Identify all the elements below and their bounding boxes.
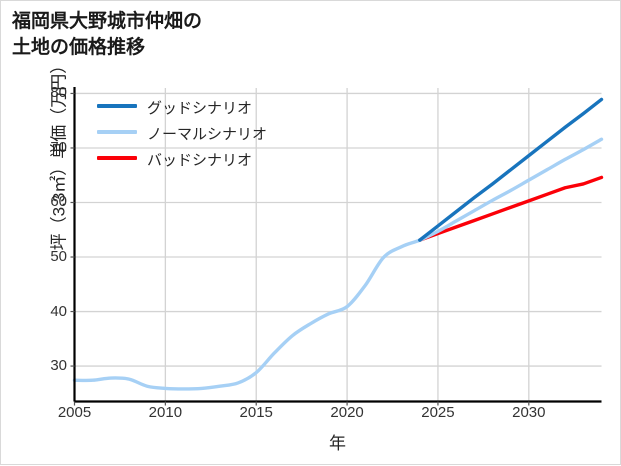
chart-title: 福岡県大野城市仲畑の 土地の価格推移 [12,11,203,58]
x-tick-label: 2020 [330,404,364,421]
y-tick-label: 30 [50,357,67,375]
series-line [418,175,604,242]
y-tick-label: 80 [50,84,67,102]
y-tick-label: 70 [50,138,67,156]
series-line [418,97,604,242]
y-tick-label: 40 [50,302,67,320]
legend-label: バッドシナリオ [147,152,253,169]
legend-color-swatch [97,156,137,160]
x-axis-label: 年 [329,434,346,453]
y-axis-label: 坪（3.3㎡）単価（万円） [49,56,69,251]
legend-color-swatch [97,104,137,108]
axis-lines [73,87,602,403]
x-tick-label: 2005 [57,404,92,421]
tick-marks [70,92,530,406]
y-tick-label: 50 [50,248,67,266]
y-tick-label: 60 [50,193,67,211]
x-tick-label: 2025 [421,404,455,421]
x-tick-label: 2030 [512,404,546,421]
x-tick-label: 2015 [239,404,273,421]
legend-label: グッドシナリオ [147,100,253,117]
legend-color-swatch [97,130,137,134]
x-tick-label: 2010 [148,404,183,421]
series-line [72,137,604,391]
legend-label: ノーマルシナリオ [147,126,268,143]
series-lines [72,97,604,391]
